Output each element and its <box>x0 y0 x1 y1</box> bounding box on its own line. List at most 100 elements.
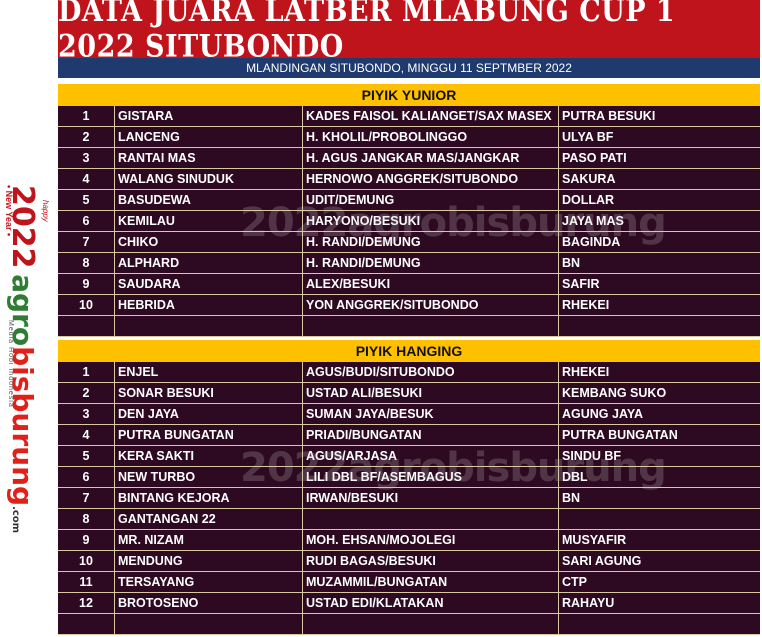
team-cell: AGUNG JAYA <box>562 407 644 421</box>
team-cell: MUSYAFIR <box>562 533 627 547</box>
table-piyik-yunior: 1 GISTARA KADES FAISOL KALIANGET/SAX MASEX… <box>58 106 760 337</box>
rank-cell: 10 <box>58 295 115 315</box>
bird-name-cell: KEMILAU <box>115 211 303 231</box>
table-row: 5 BASUDEWA UDIT/DEMUNG DOLLAR <box>58 190 760 211</box>
owner-cell: MOH. EHSAN/MOJOLEGI <box>303 530 559 550</box>
rank-cell: 1 <box>58 106 115 126</box>
bird-name-cell: GANTANGAN 22 <box>115 509 303 529</box>
team-cell: RAHAYU <box>562 596 615 610</box>
team-cell <box>559 509 760 529</box>
logo-happy: happy <box>41 200 50 222</box>
bird-name-cell: SONAR BESUKI <box>115 383 303 403</box>
owner-cell: UDIT/DEMUNG <box>303 190 559 210</box>
owner-cell: IRWAN/BESUKI <box>303 488 559 508</box>
table-row: 12 BROTOSENO USTAD EDI/KLATAKAN RAHAYU <box>58 593 760 614</box>
bird-name-cell: CHIKO <box>115 232 303 252</box>
owner-cell: AGUS/BUDI/SITUBONDO <box>303 362 559 382</box>
table-row: 7 BINTANG KEJORA IRWAN/BESUKI BN <box>58 488 760 509</box>
owner-cell: HARYONO/BESUKI <box>303 211 559 231</box>
table-row: 10 HEBRIDA YON ANGGREK/SITUBONDO RHEKEI <box>58 295 760 316</box>
team-cell: PASO PATI <box>562 151 627 165</box>
bird-name-cell: RANTAI MAS <box>115 148 303 168</box>
bird-name-cell: LANCENG <box>115 127 303 147</box>
rank-cell: 5 <box>58 446 115 466</box>
team-cell: RHEKEI <box>562 298 610 312</box>
team-cell: PUTRA BESUKI <box>562 109 656 123</box>
team-cell: SAKURA <box>562 172 616 186</box>
section-header-piyik-hanging: PIYIK HANGING <box>58 340 760 362</box>
table-row: 10 MENDUNG RUDI BAGAS/BESUKI SARI AGUNG <box>58 551 760 572</box>
table-row: 6 KEMILAU HARYONO/BESUKI JAYA MAS <box>58 211 760 232</box>
bird-name-cell: TERSAYANG <box>115 572 303 592</box>
rank-cell: 1 <box>58 362 115 382</box>
rank-cell: 6 <box>58 467 115 487</box>
table-row: 8 GANTANGAN 22 <box>58 509 760 530</box>
rank-cell: 8 <box>58 253 115 273</box>
owner-cell: LILI DBL BF/ASEMBAGUS <box>303 467 559 487</box>
owner-cell: ALEX/BESUKI <box>303 274 559 294</box>
team-cell: BN <box>562 256 581 270</box>
table-row: 4 WALANG SINUDUK HERNOWO ANGGREK/SITUBONDO… <box>58 169 760 190</box>
section-header-piyik-yunior: PIYIK YUNIOR <box>58 84 760 106</box>
rank-cell: 3 <box>58 404 115 424</box>
bird-name-cell: MENDUNG <box>115 551 303 571</box>
bird-name-cell <box>115 614 303 634</box>
rank-cell <box>58 614 115 634</box>
table-row: 11 TERSAYANG MUZAMMIL/BUNGATAN CTP <box>58 572 760 593</box>
owner-cell: RUDI BAGAS/BESUKI <box>303 551 559 571</box>
rank-cell: 4 <box>58 425 115 445</box>
table-row: 4 PUTRA BUNGATAN PRIADI/BUNGATAN PUTRA BUNG… <box>58 425 760 446</box>
logo-new-year: • New Year • <box>4 185 14 237</box>
team-cell: SAFIR <box>562 277 600 291</box>
table-row: 9 MR. NIZAM MOH. EHSAN/MOJOLEGI MUSYAFIR <box>58 530 760 551</box>
bird-name-cell: MR. NIZAM <box>115 530 303 550</box>
rank-cell: 10 <box>58 551 115 571</box>
table-row: 3 RANTAI MAS H. AGUS JANGKAR MAS/JANGKAR PA… <box>58 148 760 169</box>
team-cell: ULYA BF <box>562 130 614 144</box>
owner-cell: HERNOWO ANGGREK/SITUBONDO <box>303 169 559 189</box>
bird-name-cell: NEW TURBO <box>115 467 303 487</box>
owner-cell: H. KHOLIL/PROBOLINGGO <box>303 127 559 147</box>
owner-cell: USTAD EDI/KLATAKAN <box>303 593 559 613</box>
owner-cell: PRIADI/BUNGATAN <box>303 425 559 445</box>
rank-cell: 8 <box>58 509 115 529</box>
table-row: 2 SONAR BESUKI USTAD ALI/BESUKI KEMBANG SUK… <box>58 383 760 404</box>
team-cell <box>559 614 760 634</box>
bird-name-cell: GISTARA <box>115 106 303 126</box>
rank-cell: 5 <box>58 190 115 210</box>
rank-cell: 7 <box>58 232 115 252</box>
owner-cell: SUMAN JAYA/BESUK <box>303 404 559 424</box>
rank-cell: 4 <box>58 169 115 189</box>
owner-cell <box>303 509 559 529</box>
team-cell: BAGINDA <box>562 235 621 249</box>
team-cell: DOLLAR <box>562 193 615 207</box>
owner-cell: KADES FAISOL KALIANGET/SAX MASEX <box>303 106 559 126</box>
table-piyik-hanging: 1 ENJEL AGUS/BUDI/SITUBONDO RHEKEI 2 SONAR BE… <box>58 362 760 635</box>
team-cell: JAYA MAS <box>562 214 624 228</box>
bird-name-cell: SAUDARA <box>115 274 303 294</box>
rank-cell: 2 <box>58 127 115 147</box>
team-cell: SINDU BF <box>562 449 622 463</box>
bird-name-cell: BINTANG KEJORA <box>115 488 303 508</box>
owner-cell: H. RANDI/DEMUNG <box>303 253 559 273</box>
side-logo: 2022 agrobisburung.com happy • New Year … <box>0 0 58 637</box>
table-row: 6 NEW TURBO LILI DBL BF/ASEMBAGUS DBL <box>58 467 760 488</box>
table-row <box>58 614 760 635</box>
team-cell: DBL <box>562 470 588 484</box>
team-cell: SARI AGUNG <box>562 554 642 568</box>
owner-cell: H. RANDI/DEMUNG <box>303 232 559 252</box>
table-row: 3 DEN JAYA SUMAN JAYA/BESUK AGUNG JAYA <box>58 404 760 425</box>
bird-name-cell: ALPHARD <box>115 253 303 273</box>
rank-cell: 9 <box>58 530 115 550</box>
bird-name-cell <box>115 316 303 336</box>
owner-cell <box>303 316 559 336</box>
team-cell: PUTRA BUNGATAN <box>562 428 678 442</box>
rank-cell: 6 <box>58 211 115 231</box>
rank-cell: 2 <box>58 383 115 403</box>
bird-name-cell: DEN JAYA <box>115 404 303 424</box>
bird-name-cell: KERA SAKTI <box>115 446 303 466</box>
owner-cell: USTAD ALI/BESUKI <box>303 383 559 403</box>
owner-cell: YON ANGGREK/SITUBONDO <box>303 295 559 315</box>
table-row: 2 LANCENG H. KHOLIL/PROBOLINGGO ULYA BF <box>58 127 760 148</box>
page-title: DATA JUARA LATBER MLABUNG CUP 1 2022 SIT… <box>58 0 760 65</box>
